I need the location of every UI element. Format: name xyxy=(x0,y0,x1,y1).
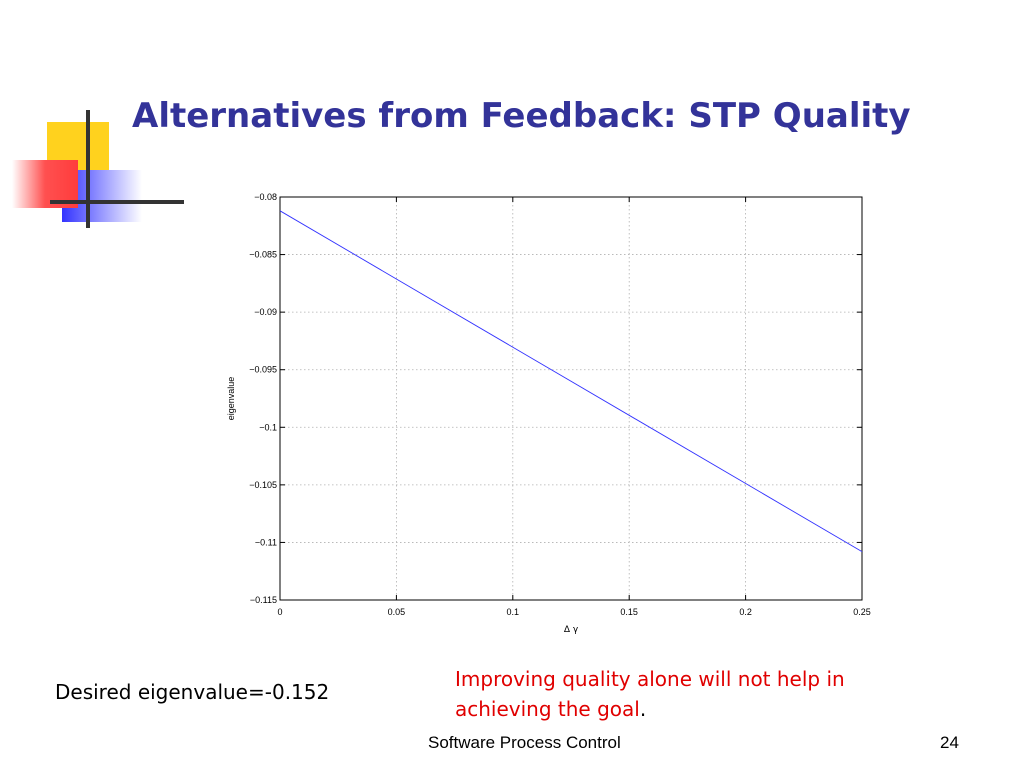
page-number: 24 xyxy=(940,733,959,752)
conclusion-text: Improving quality alone will not help in… xyxy=(455,667,845,721)
series-line xyxy=(279,210,863,553)
y-tick-label: −0.09 xyxy=(254,307,277,317)
y-tick-label: −0.08 xyxy=(254,192,277,202)
x-tick-label: 0 xyxy=(277,607,282,617)
x-tick-label: 0.2 xyxy=(739,607,752,617)
conclusion-note: Improving quality alone will not help in… xyxy=(455,664,925,724)
eigenvalue-chart: 0 0.05 0.1 0.15 0.2 0.25 −0.08 −0.085 −0.09 −0.09… xyxy=(226,192,871,635)
x-tick-label: 0.25 xyxy=(853,607,871,617)
plot-area xyxy=(280,197,862,600)
y-tick-label: −0.095 xyxy=(249,365,277,375)
y-tick-label: −0.085 xyxy=(249,250,277,260)
axis-frame xyxy=(279,196,863,601)
x-tick-label: 0.15 xyxy=(620,607,638,617)
y-tick-label: −0.11 xyxy=(255,537,277,547)
slide-title: Alternatives from Feedback: STP Quality xyxy=(132,96,911,136)
slide-logo-decoration xyxy=(12,110,184,228)
y-axis-label: eigenvalue xyxy=(226,377,236,421)
x-axis-label: Δ γ xyxy=(564,625,579,635)
y-tick-label: −0.1 xyxy=(259,422,277,432)
x-tick-label: 0.05 xyxy=(388,607,406,617)
desired-eigenvalue-note: Desired eigenvalue=-0.152 xyxy=(55,680,330,704)
conclusion-period: . xyxy=(639,697,647,721)
x-tick-label: 0.1 xyxy=(507,607,520,617)
y-tick-label: −0.105 xyxy=(249,480,277,490)
y-tick-label: −0.115 xyxy=(250,595,277,605)
footer-title: Software Process Control xyxy=(428,733,621,752)
